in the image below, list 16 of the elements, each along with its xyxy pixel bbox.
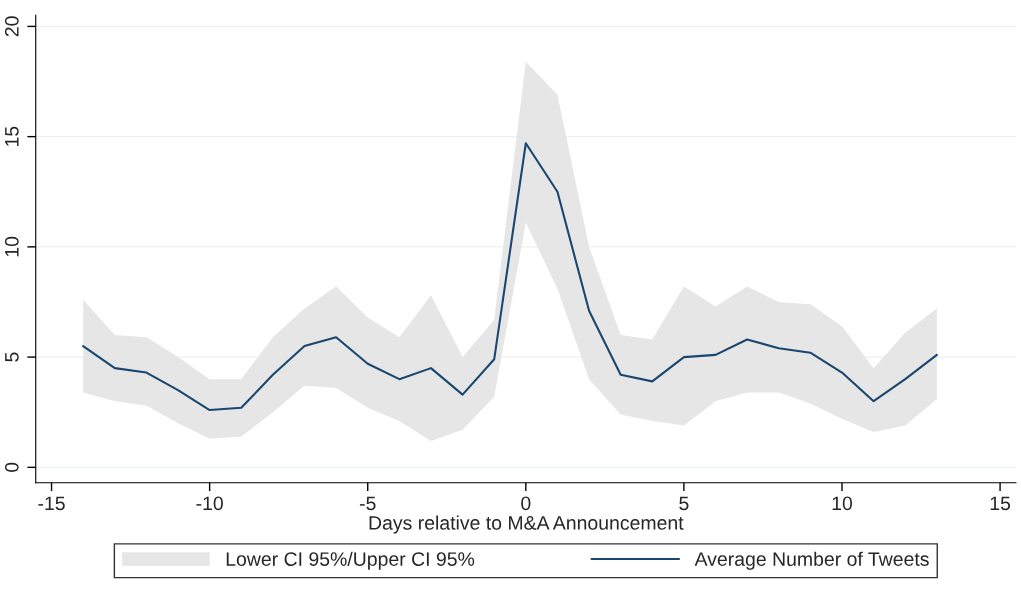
x-tick-label: -10 [196, 496, 223, 511]
legend-label: Average Number of Tweets [694, 551, 929, 570]
x-tick-label: 15 [990, 496, 1011, 511]
y-tick-label: 15 [5, 126, 19, 146]
line-series [82, 142, 938, 412]
x-axis-title: Days relative to M&A Announcement [369, 515, 684, 534]
x-tick-label: 10 [832, 496, 853, 511]
x-tick-label: -5 [359, 496, 376, 511]
y-tick-label: 10 [4, 236, 19, 257]
x-tick-label: 5 [679, 496, 689, 511]
x-tick-label: -15 [38, 496, 65, 511]
y-tick-label: 5 [5, 352, 19, 362]
text: Lower CI 95%/Upper CI 95% [226, 551, 475, 570]
y-tick-label: 0 [4, 462, 19, 472]
x-tick-label: 0 [521, 496, 531, 511]
y-tick-label: 20 [4, 16, 19, 37]
